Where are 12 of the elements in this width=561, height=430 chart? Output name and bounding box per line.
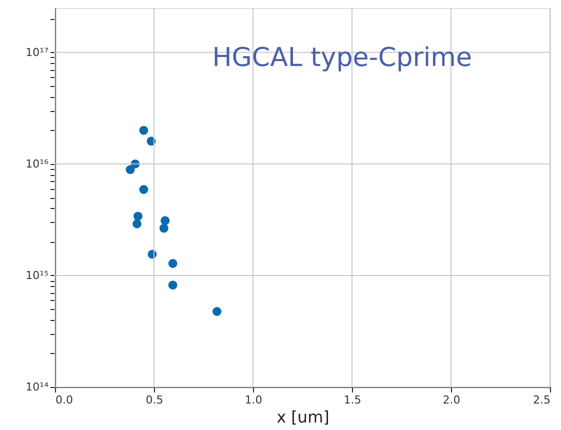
y-tick-label: 10¹⁶ <box>26 157 50 170</box>
x-tick-label: 2.0 <box>442 394 460 406</box>
y-tick-label: 10¹⁷ <box>26 46 48 59</box>
x-tick-label: 1.0 <box>244 394 262 406</box>
x-tick-label: 0.0 <box>56 394 73 406</box>
x-axis-title: x [um] <box>276 408 330 426</box>
x-tick-label: 2.5 <box>533 394 550 406</box>
x-tick-label: 0.5 <box>146 394 164 406</box>
x-tick-label: 1.5 <box>344 394 362 406</box>
y-tick-label: 10¹⁴ <box>26 380 50 394</box>
y-tick-label: 10¹⁵ <box>26 268 48 282</box>
text: HGCAL type-Cprime <box>212 43 472 73</box>
